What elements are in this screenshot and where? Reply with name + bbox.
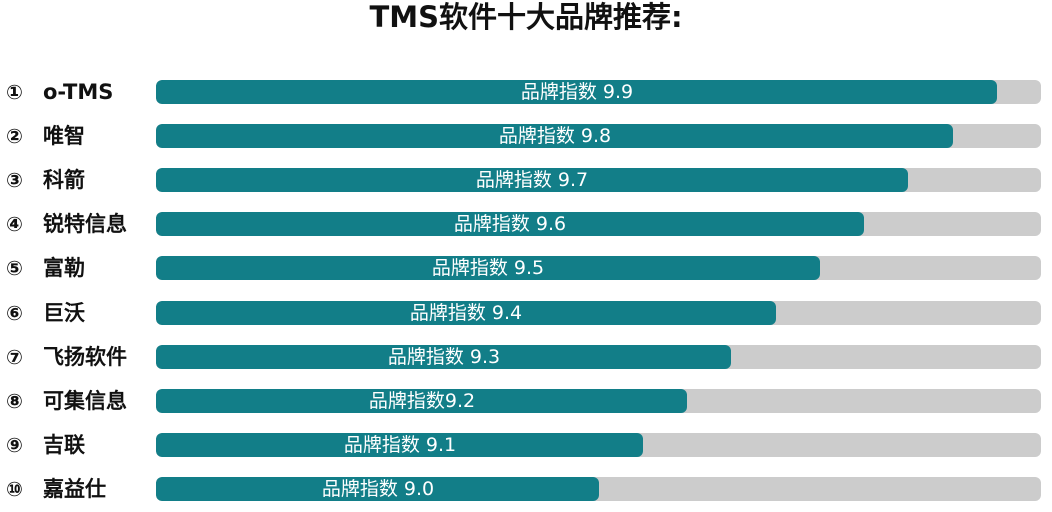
category-label: 嘉益仕 — [43, 477, 106, 501]
chart-title: TMS软件十大品牌推荐: — [369, 0, 683, 34]
bar-track: 品牌指数 9.8 — [156, 124, 1041, 148]
bar-track: 品牌指数 9.4 — [156, 301, 1041, 325]
category-label: 唯智 — [43, 124, 85, 148]
bar-track: 品牌指数 9.0 — [156, 477, 1041, 501]
bar-row: ③ 科箭 品牌指数 9.7 — [0, 168, 1052, 192]
rank-number: ⑥ — [6, 301, 23, 325]
bar-row: ④ 锐特信息 品牌指数 9.6 — [0, 212, 1052, 236]
bar-value-label: 品牌指数 9.9 — [520, 81, 634, 103]
rank-number: ⑦ — [6, 345, 23, 369]
rank-number: ⑨ — [6, 433, 23, 457]
bar-value-label: 品牌指数 9.6 — [453, 213, 567, 235]
bar-row: ⑦ 飞扬软件 品牌指数 9.3 — [0, 345, 1052, 369]
bar-track: 品牌指数 9.1 — [156, 433, 1041, 457]
category-label: 飞扬软件 — [43, 345, 127, 369]
category-label: 可集信息 — [43, 389, 127, 413]
bar-value-label: 品牌指数 9.5 — [431, 257, 545, 279]
bar-value-label: 品牌指数 9.4 — [409, 302, 523, 324]
bar-row: ⑩ 嘉益仕 品牌指数 9.0 — [0, 477, 1052, 501]
rank-number: ① — [6, 80, 23, 104]
category-label: 锐特信息 — [43, 212, 127, 236]
bar-value-label: 品牌指数 9.7 — [475, 169, 589, 191]
bar — [156, 212, 864, 236]
rank-number: ⑩ — [6, 477, 23, 501]
bar — [156, 477, 599, 501]
bar — [156, 80, 997, 104]
bar-row: ② 唯智 品牌指数 9.8 — [0, 124, 1052, 148]
rank-number: ③ — [6, 168, 23, 192]
bar-track: 品牌指数 9.7 — [156, 168, 1041, 192]
bar — [156, 389, 687, 413]
bar-value-label: 品牌指数 9.8 — [498, 125, 612, 147]
bar — [156, 124, 953, 148]
category-label: 巨沃 — [43, 301, 85, 325]
bar-row: ① o-TMS 品牌指数 9.9 — [0, 80, 1052, 104]
bar-track: 品牌指数9.2 — [156, 389, 1041, 413]
bar-track: 品牌指数 9.9 — [156, 80, 1041, 104]
bar-track: 品牌指数 9.3 — [156, 345, 1041, 369]
bar-row: ⑤ 富勒 品牌指数 9.5 — [0, 256, 1052, 280]
bar — [156, 345, 731, 369]
bar-value-label: 品牌指数 9.3 — [387, 346, 501, 368]
category-label: 富勒 — [43, 256, 85, 280]
bar — [156, 168, 908, 192]
bar — [156, 256, 820, 280]
category-label: 科箭 — [43, 168, 85, 192]
bar-value-label: 品牌指数9.2 — [368, 390, 476, 412]
bar-track: 品牌指数 9.6 — [156, 212, 1041, 236]
bar-row: ⑨ 吉联 品牌指数 9.1 — [0, 433, 1052, 457]
rank-number: ④ — [6, 212, 23, 236]
bar — [156, 433, 643, 457]
bar-row: ⑥ 巨沃 品牌指数 9.4 — [0, 301, 1052, 325]
bar-row: ⑧ 可集信息 品牌指数9.2 — [0, 389, 1052, 413]
bar-track: 品牌指数 9.5 — [156, 256, 1041, 280]
rank-number: ⑧ — [6, 389, 23, 413]
bar-value-label: 品牌指数 9.0 — [321, 478, 435, 500]
rank-number: ② — [6, 124, 23, 148]
category-label: o-TMS — [43, 80, 114, 104]
bar — [156, 301, 776, 325]
rank-number: ⑤ — [6, 256, 23, 280]
bar-value-label: 品牌指数 9.1 — [343, 434, 457, 456]
category-label: 吉联 — [43, 433, 85, 457]
